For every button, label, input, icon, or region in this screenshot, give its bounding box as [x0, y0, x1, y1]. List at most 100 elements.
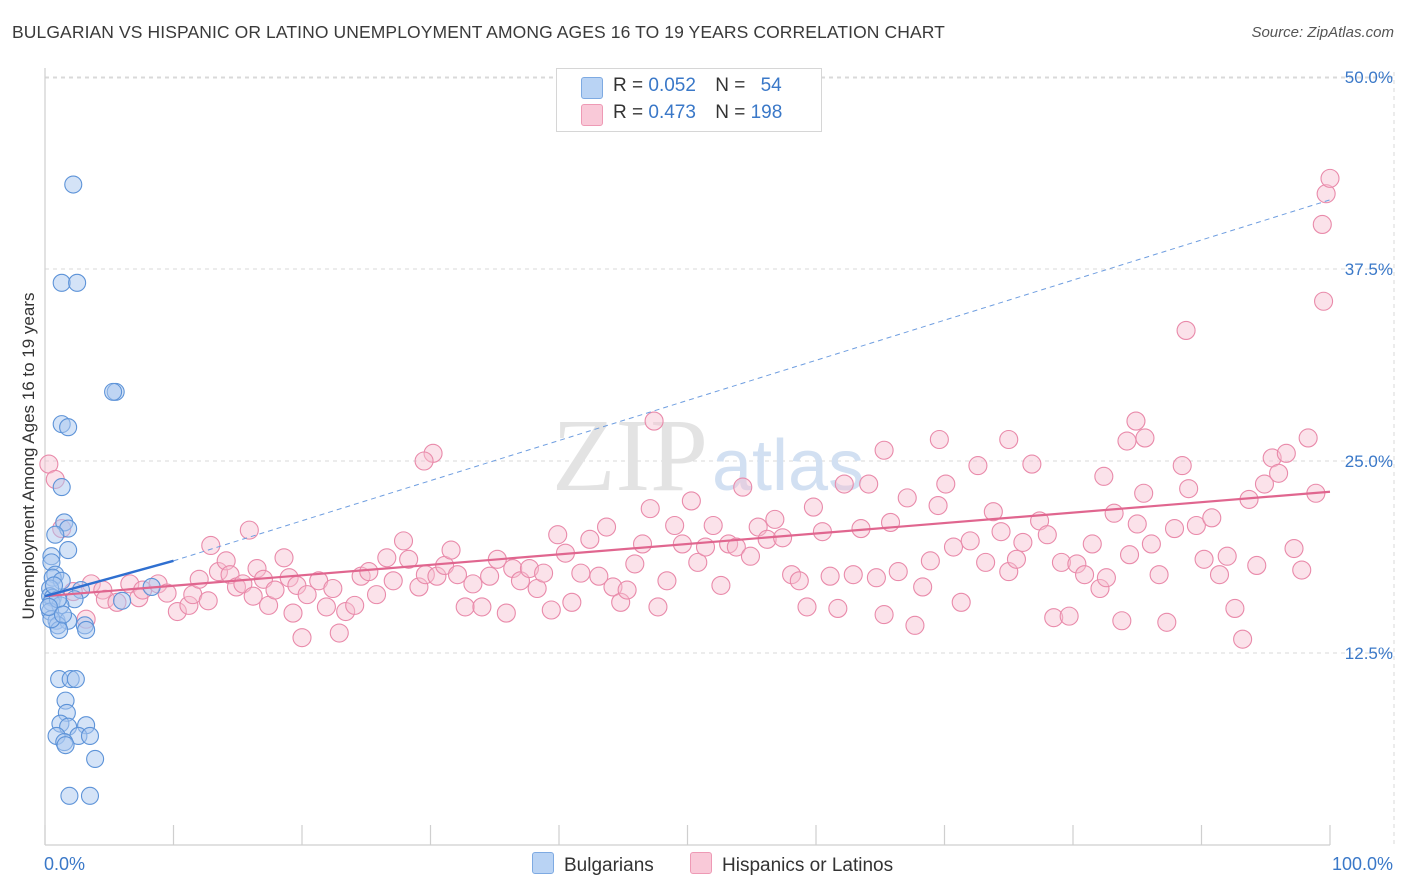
trend-layer — [44, 199, 1331, 598]
hispanic-point — [247, 558, 267, 579]
hispanic-point — [274, 548, 294, 568]
hispanic-point — [562, 592, 582, 612]
hispanic-point — [960, 531, 980, 551]
hispanic-point — [1134, 483, 1154, 503]
hispanic-point — [1298, 428, 1318, 448]
hispanic-point — [596, 517, 617, 537]
bulgarian-point — [59, 541, 78, 560]
hispanic-point — [1254, 474, 1275, 494]
hispanic-point — [665, 515, 685, 536]
hispanic-point — [316, 597, 336, 617]
hispanic-point — [1225, 598, 1245, 619]
hispanic-point — [1176, 320, 1196, 340]
hispanic-point — [414, 451, 434, 471]
hispanic-point — [239, 520, 259, 540]
hispanic-point — [740, 546, 761, 566]
legend-n-value-bulgarians: 54 — [760, 75, 782, 96]
bulgarian-point — [53, 605, 73, 624]
hispanic-point — [976, 552, 996, 572]
hispanic-point — [1312, 214, 1332, 235]
hispanic-point — [571, 563, 591, 583]
hispanic-point — [366, 585, 387, 605]
source-label: Source: ZipAtlas.com — [1251, 24, 1394, 41]
hispanic-point — [1075, 565, 1095, 585]
hispanic-point — [1164, 519, 1185, 539]
hispanic-point — [951, 592, 971, 612]
hispanic-point — [265, 580, 285, 600]
hispanic-point — [208, 562, 229, 582]
hispanic-point — [167, 601, 187, 622]
hispanic-point — [733, 477, 753, 497]
hispanic-point — [1217, 546, 1237, 566]
hispanic-point — [1172, 456, 1192, 476]
y-axis-label: Unemployment Among Ages 16 to 19 years — [19, 293, 38, 620]
hispanic-point — [580, 529, 600, 549]
hispanic-point — [1037, 525, 1057, 545]
hispanic-point — [1096, 568, 1116, 588]
hispanic-point — [1135, 428, 1155, 448]
hispanic-point — [1269, 463, 1289, 483]
hispanic-point — [179, 595, 199, 615]
hispanic-point — [1247, 555, 1267, 575]
hispanic-point — [548, 525, 568, 545]
hispanic-point — [1112, 611, 1132, 631]
hispanic-point — [897, 488, 917, 508]
hispanic-point — [611, 592, 631, 612]
hispanic-point — [640, 499, 660, 519]
hispanic-point — [888, 562, 908, 582]
bulgarian-point — [59, 418, 78, 437]
hispanic-point — [359, 562, 379, 582]
hispanic-point — [496, 603, 516, 623]
hispanic-point — [828, 598, 848, 619]
hispanic-point — [297, 585, 317, 605]
bulgarian-trend-line — [44, 559, 174, 598]
hispanic-point — [1117, 431, 1137, 451]
hispanic-point — [441, 540, 461, 560]
hispanic-point — [789, 571, 809, 591]
hispanic-point — [399, 549, 419, 569]
bulgarian-point — [77, 620, 96, 640]
hispanic-point — [220, 565, 240, 585]
hispanic-point — [726, 537, 746, 557]
bottom-legend-bulgarians: Bulgarians — [532, 852, 654, 877]
bottom-legend-hispanics: Hispanics or Latinos — [690, 852, 893, 877]
hispanic-point — [929, 429, 949, 450]
hispanic-point — [859, 474, 879, 494]
hispanic-point — [874, 605, 894, 625]
bulgarian-point — [104, 382, 123, 401]
hispanic-point — [1202, 508, 1222, 528]
hispanic-point — [189, 569, 209, 589]
bulgarian-point — [52, 273, 71, 292]
hispanic-point — [625, 554, 645, 574]
hispanic-point — [703, 515, 723, 536]
hispanic-point — [323, 578, 343, 599]
correlation-legend: R = 0.052 N = 54 R = 0.473 N = 198 — [556, 68, 822, 132]
hispanic-point — [427, 566, 447, 586]
hispanic-point — [1316, 184, 1336, 204]
legend-r-label: R = — [613, 102, 644, 123]
hispanic-point — [632, 534, 653, 554]
hispanic-point — [657, 571, 677, 591]
watermark-atlas: atlas — [712, 426, 864, 506]
hispanic-point — [1006, 549, 1027, 569]
hispanic-point — [201, 535, 221, 556]
hispanic-point — [1194, 549, 1214, 569]
hispanic-point — [681, 491, 701, 511]
hispanic-point — [920, 551, 940, 571]
hispanic-point — [534, 563, 554, 583]
hispanic-point — [1233, 629, 1253, 649]
legend-n-label: N = — [715, 102, 746, 123]
hispanic-point — [1094, 466, 1114, 486]
bulgarian-point — [46, 525, 65, 544]
hispanic-point — [447, 565, 468, 585]
hispanic-point — [455, 597, 475, 617]
x-tick-label-max: 100.0% — [1332, 854, 1393, 874]
hispanic-point — [1044, 608, 1064, 628]
hispanic-point — [1292, 560, 1312, 580]
hispanic-point — [1186, 515, 1206, 536]
watermark: ZIP atlas — [552, 398, 864, 513]
hispanic-point — [283, 603, 303, 623]
y-tick-label: 50.0% — [1345, 68, 1393, 87]
dashed-trend-line — [173, 199, 1331, 562]
